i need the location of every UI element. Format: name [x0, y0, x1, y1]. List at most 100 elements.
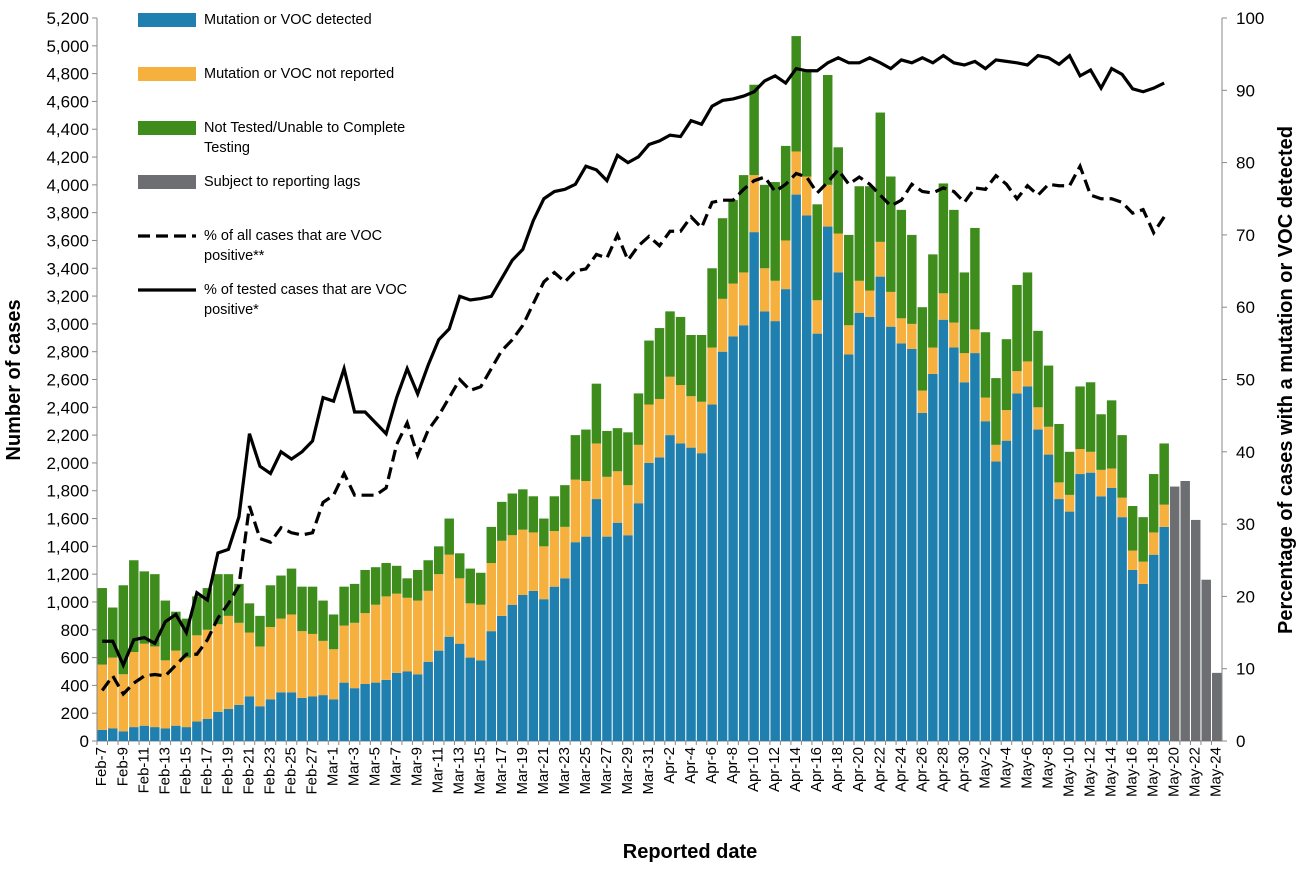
- bar-segment: [907, 348, 917, 741]
- x-tick-label: May-18: [1145, 747, 1162, 797]
- bar-segment: [949, 322, 959, 348]
- bar-segment: [307, 586, 318, 634]
- bar-segment: [917, 307, 928, 391]
- bar-segment: [822, 184, 833, 227]
- bar-segment: [192, 635, 202, 722]
- bar-segment: [886, 326, 896, 741]
- y-tick-label: 600: [61, 649, 89, 668]
- bar-segment: [213, 574, 223, 625]
- bar-segment: [738, 175, 749, 273]
- bar-segment: [970, 353, 980, 741]
- bar-segment: [728, 336, 738, 741]
- bar-segment: [150, 646, 160, 728]
- bar-segment: [202, 629, 213, 719]
- bar-segment: [549, 531, 560, 587]
- y-tick-label: 1,200: [46, 565, 89, 584]
- bar-segment: [1012, 371, 1022, 394]
- bar-segment: [759, 184, 770, 269]
- bar-segment: [1117, 517, 1127, 741]
- bar-segment: [455, 578, 465, 644]
- x-tick-label: Apr-12: [766, 747, 783, 792]
- x-tick-label: Mar-3: [346, 747, 363, 786]
- legend-label: Mutation or VOC not reported: [204, 66, 395, 82]
- bar-segment: [633, 393, 644, 445]
- bar-segment: [623, 535, 633, 741]
- bar-segment: [633, 444, 644, 504]
- bar-segment: [865, 290, 875, 317]
- bar-segment: [812, 300, 822, 334]
- bar-segment: [801, 70, 812, 177]
- bar-segment: [1001, 339, 1012, 411]
- bar-segment: [518, 489, 528, 530]
- bar-segment: [675, 385, 686, 444]
- y-tick-label: 200: [61, 704, 89, 723]
- bar-segment: [780, 289, 791, 741]
- bar-segment: [844, 234, 854, 326]
- bar-segment: [1148, 554, 1159, 741]
- bar-segment: [865, 186, 875, 291]
- bar-segment: [307, 696, 318, 741]
- bar-segment: [318, 695, 328, 741]
- bar-segment: [192, 721, 202, 741]
- x-tick-label: Mar-17: [493, 747, 510, 795]
- x-tick-label: Mar-29: [619, 747, 636, 795]
- bar-segment: [696, 401, 707, 454]
- bar-segment: [1096, 469, 1106, 497]
- y2-tick-label: 40: [1236, 443, 1255, 462]
- bar-segment: [1159, 504, 1169, 527]
- bar-segment: [181, 727, 192, 741]
- legend-swatch: [138, 175, 196, 189]
- bar-segment: [497, 615, 507, 741]
- x-tick-label: May-4: [997, 747, 1014, 789]
- bar-segment: [602, 536, 612, 741]
- bar-segment: [423, 661, 433, 741]
- bar-segment: [360, 613, 370, 684]
- x-tick-label: Feb-27: [304, 747, 321, 795]
- y2-tick-label: 100: [1236, 9, 1264, 28]
- bar-segment: [139, 643, 150, 726]
- bar-segment: [297, 697, 307, 741]
- bar-segment: [444, 636, 454, 741]
- bar-segment: [991, 444, 1001, 462]
- x-tick-label: Apr-24: [892, 747, 909, 792]
- bar-segment: [507, 535, 518, 605]
- x-tick-label: May-16: [1124, 747, 1141, 797]
- bar-segment: [1159, 443, 1169, 505]
- bar-segment: [1127, 550, 1138, 570]
- y2-tick-label: 80: [1236, 154, 1255, 173]
- bar-segment: [591, 383, 602, 444]
- bar-segment: [844, 354, 854, 741]
- bar-segment: [1064, 511, 1075, 741]
- bar-segment: [938, 183, 949, 294]
- x-tick-label: Feb-21: [240, 747, 257, 795]
- x-tick-label: Feb-13: [156, 747, 173, 795]
- y-tick-label: 2,400: [46, 398, 89, 417]
- y2-tick-label: 60: [1236, 298, 1255, 317]
- bar-segment: [907, 234, 917, 324]
- bar-segment: [707, 404, 717, 741]
- bar-segment: [1106, 468, 1117, 488]
- bar-segment: [623, 485, 633, 536]
- bar-segment: [507, 604, 518, 741]
- y-tick-label: 2,200: [46, 426, 89, 445]
- bar-segment: [917, 412, 928, 741]
- bar-segment: [518, 595, 528, 741]
- y2-tick-label: 70: [1236, 226, 1255, 245]
- bar-segment: [1054, 499, 1064, 741]
- y-tick-label: 1,600: [46, 510, 89, 529]
- bar-segment: [1106, 400, 1117, 469]
- bar-segment: [528, 496, 539, 533]
- bar-segment: [381, 596, 391, 680]
- y2-tick-label: 50: [1236, 371, 1255, 390]
- bar-segment: [1085, 472, 1096, 741]
- y-tick-label: 2,000: [46, 454, 89, 473]
- bar-segment: [1022, 386, 1033, 741]
- legend-swatch: [138, 13, 196, 27]
- x-tick-label: Apr-20: [850, 747, 867, 792]
- bar-segment: [497, 540, 507, 616]
- bar-segment: [1138, 583, 1148, 741]
- x-tick-label: Mar-15: [472, 747, 489, 795]
- y-tick-label: 800: [61, 621, 89, 640]
- bar-segment: [265, 626, 276, 700]
- bar-segment: [1064, 451, 1075, 495]
